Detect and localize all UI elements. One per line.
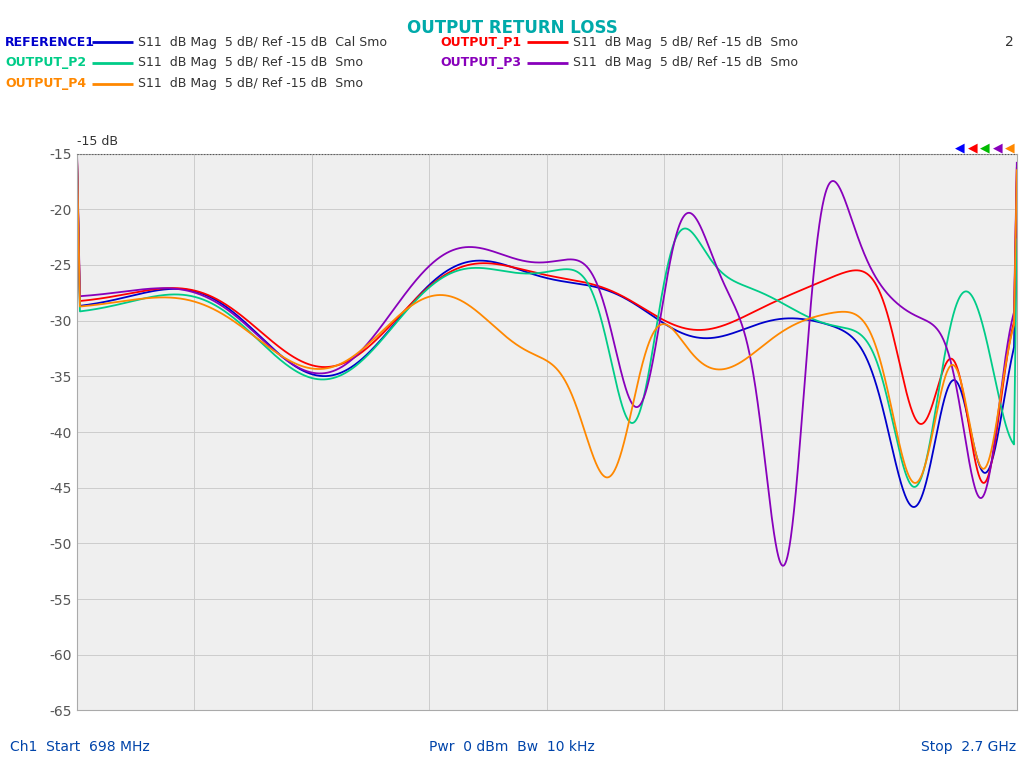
Text: S11  dB Mag  5 dB/ Ref -15 dB  Cal Smo: S11 dB Mag 5 dB/ Ref -15 dB Cal Smo bbox=[138, 36, 387, 48]
Text: ◀: ◀ bbox=[954, 141, 965, 154]
Text: ◀: ◀ bbox=[992, 141, 1002, 154]
Text: S11  dB Mag  5 dB/ Ref -15 dB  Smo: S11 dB Mag 5 dB/ Ref -15 dB Smo bbox=[573, 57, 799, 69]
Text: Ch1  Start  698 MHz: Ch1 Start 698 MHz bbox=[10, 740, 150, 754]
Text: OUTPUT RETURN LOSS: OUTPUT RETURN LOSS bbox=[407, 19, 617, 37]
Text: OUTPUT_P2: OUTPUT_P2 bbox=[5, 57, 86, 69]
Text: 2: 2 bbox=[1005, 35, 1014, 49]
Text: S11  dB Mag  5 dB/ Ref -15 dB  Smo: S11 dB Mag 5 dB/ Ref -15 dB Smo bbox=[573, 36, 799, 48]
Text: REFERENCE1: REFERENCE1 bbox=[5, 36, 95, 48]
Text: ◀: ◀ bbox=[980, 141, 990, 154]
Text: S11  dB Mag  5 dB/ Ref -15 dB  Smo: S11 dB Mag 5 dB/ Ref -15 dB Smo bbox=[138, 57, 364, 69]
Text: Pwr  0 dBm  Bw  10 kHz: Pwr 0 dBm Bw 10 kHz bbox=[429, 740, 595, 754]
Text: OUTPUT_P4: OUTPUT_P4 bbox=[5, 78, 86, 90]
Text: Stop  2.7 GHz: Stop 2.7 GHz bbox=[921, 740, 1016, 754]
Text: ◀: ◀ bbox=[1005, 141, 1015, 154]
Text: ◀: ◀ bbox=[968, 141, 978, 154]
Text: -15 dB: -15 dB bbox=[77, 135, 118, 148]
Text: S11  dB Mag  5 dB/ Ref -15 dB  Smo: S11 dB Mag 5 dB/ Ref -15 dB Smo bbox=[138, 78, 364, 90]
Text: OUTPUT_P1: OUTPUT_P1 bbox=[440, 36, 521, 48]
Text: OUTPUT_P3: OUTPUT_P3 bbox=[440, 57, 521, 69]
